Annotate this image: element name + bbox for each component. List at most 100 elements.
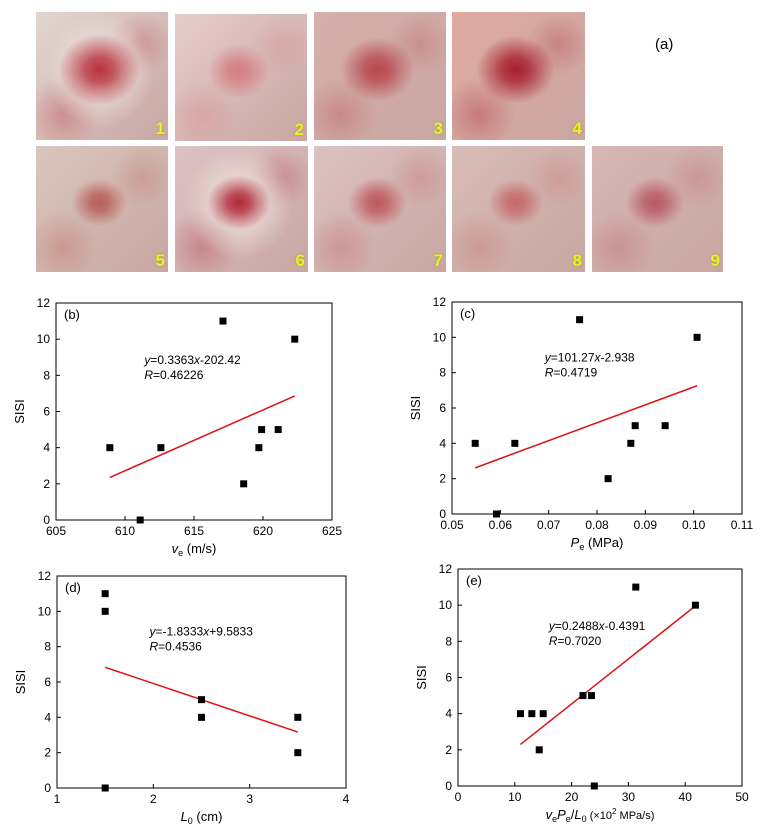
data-point xyxy=(294,713,302,721)
plot-frame xyxy=(56,575,347,789)
data-point xyxy=(101,784,109,792)
x-tick-label: 1 xyxy=(54,792,61,806)
fit-equation: y=0.2488x-0.4391 xyxy=(548,619,646,633)
data-point xyxy=(198,713,205,721)
data-point xyxy=(587,692,595,700)
y-axis-label: SISI xyxy=(414,665,429,690)
skin-texture xyxy=(314,146,446,272)
y-tick-label: 4 xyxy=(43,441,50,455)
data-point xyxy=(631,422,639,430)
chart-c: 0.05 0.06 0.07 0.08 0.09 0.10 0.11 0 2 4 6 8 10 12 (c)… xyxy=(408,295,754,552)
skin-photo: 8 xyxy=(452,146,585,272)
fit-r-value: R=0.46226 xyxy=(144,368,203,382)
x-tick-label: 30 xyxy=(622,790,636,804)
x-tick-label: 0.09 xyxy=(634,518,658,532)
fit-line xyxy=(520,605,696,746)
skin-texture xyxy=(175,14,307,141)
y-tick-label: 10 xyxy=(439,598,453,612)
skin-photo: 5 xyxy=(36,146,168,272)
fit-equation: y=0.3363x-202.42 xyxy=(143,353,241,367)
data-point xyxy=(691,601,699,609)
y-tick-label: 10 xyxy=(38,604,52,618)
y-tick-label: 4 xyxy=(44,710,51,724)
chart-e: 0 10 20 30 40 50 0 2 4 6 8 10 12 (e) SISI vePe/L0 (×102… xyxy=(414,562,749,824)
fit-equation: y=101.27x-2.938 xyxy=(544,350,635,364)
panel-label-a: (a) xyxy=(655,36,674,53)
skin-photo: 7 xyxy=(314,146,446,272)
skin-texture xyxy=(592,146,723,272)
x-tick-label: 620 xyxy=(253,524,273,538)
photo-number: 5 xyxy=(155,251,165,270)
data-point xyxy=(579,692,587,700)
y-axis-label: SISI xyxy=(408,396,423,421)
y-tick-label: 6 xyxy=(445,671,452,685)
skin-photo: 6 xyxy=(175,146,308,272)
y-tick-label: 2 xyxy=(439,472,446,486)
skin-photo: 9 xyxy=(592,146,723,272)
plot-frame xyxy=(457,568,743,787)
x-axis-label: L0 (cm) xyxy=(181,809,223,826)
data-point xyxy=(604,475,612,483)
data-point xyxy=(576,316,584,324)
photo-number: 4 xyxy=(572,119,582,138)
y-tick-label: 12 xyxy=(38,569,52,583)
y-tick-label: 0 xyxy=(43,513,50,527)
data-point xyxy=(471,439,479,447)
y-tick-label: 6 xyxy=(439,401,446,415)
data-point xyxy=(106,444,114,452)
data-point xyxy=(632,583,640,591)
x-tick-label: 2 xyxy=(150,792,157,806)
skin-photo: 2 xyxy=(175,14,307,141)
photo-number: 3 xyxy=(433,119,443,138)
skin-texture xyxy=(452,146,585,272)
x-tick-label: 0.08 xyxy=(585,518,609,532)
x-axis-label: Pe (MPa) xyxy=(571,535,624,552)
y-tick-label: 0 xyxy=(439,507,446,521)
data-point xyxy=(528,710,536,718)
panel-label: (c) xyxy=(460,306,475,321)
x-tick-label: 0.06 xyxy=(489,518,513,532)
fit-line xyxy=(109,395,296,479)
photo-number: 6 xyxy=(295,251,305,270)
y-tick-label: 2 xyxy=(445,743,452,757)
x-axis-label: vePe/L0 (×102 MPa/s) xyxy=(546,807,655,824)
skin-texture xyxy=(36,12,168,140)
x-tick-label: 0.10 xyxy=(682,518,706,532)
photo-number: 2 xyxy=(294,120,304,139)
x-tick-label: 4 xyxy=(343,792,350,806)
y-tick-label: 8 xyxy=(43,368,50,382)
data-point xyxy=(101,590,109,598)
data-point xyxy=(511,439,519,447)
panel-label: (b) xyxy=(64,307,80,322)
x-tick-label: 625 xyxy=(322,524,342,538)
skin-texture xyxy=(452,12,585,140)
y-tick-label: 8 xyxy=(439,366,446,380)
y-tick-label: 12 xyxy=(439,562,453,576)
skin-texture xyxy=(175,146,308,272)
chart-b: 605 610 615 620 625 0 2 4 6 8 10 12 (b) SISI ve (m/s) y… xyxy=(12,296,342,558)
y-tick-label: 12 xyxy=(433,295,447,309)
data-point xyxy=(535,746,543,754)
y-tick-label: 10 xyxy=(433,330,447,344)
x-tick-label: 3 xyxy=(246,792,253,806)
fit-line xyxy=(474,385,698,469)
y-tick-label: 6 xyxy=(44,675,51,689)
x-tick-label: 20 xyxy=(565,790,579,804)
y-tick-label: 12 xyxy=(37,296,51,310)
y-tick-label: 4 xyxy=(439,436,446,450)
photo-number: 8 xyxy=(572,251,582,270)
x-tick-label: 50 xyxy=(735,790,749,804)
data-point xyxy=(274,426,282,434)
data-point xyxy=(255,444,263,452)
data-point xyxy=(539,710,547,718)
x-tick-label: 605 xyxy=(46,524,66,538)
data-point xyxy=(219,317,227,325)
data-point xyxy=(294,749,302,757)
skin-texture xyxy=(314,12,446,140)
data-point xyxy=(693,333,701,341)
x-tick-label: 10 xyxy=(508,790,522,804)
data-point xyxy=(516,710,524,718)
x-tick-label: 615 xyxy=(184,524,204,538)
data-point xyxy=(627,439,635,447)
skin-photo: 4 xyxy=(452,12,585,140)
